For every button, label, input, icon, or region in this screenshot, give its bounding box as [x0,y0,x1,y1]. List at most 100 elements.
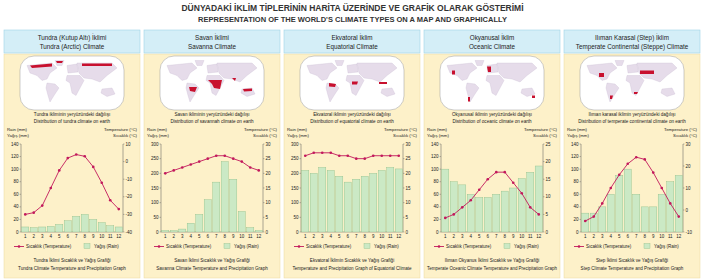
temperature-line [25,155,119,215]
y-tick [20,181,22,182]
infographic: DÜNYADAKİ İKLİM TİPLERİNİN HARİTA ÜZERİN… [0,0,705,280]
marker [41,204,44,207]
y2-tick [123,214,125,215]
map-caption: Ekvatoral iklimin yeryüzündeki dağılışı [313,112,391,117]
continent [637,63,677,82]
marker [643,158,646,161]
map-caption: Tundra ikliminin yeryüzündeki dağılışı [34,112,110,117]
bar [650,207,657,232]
bar [442,169,449,232]
legend-swatch [14,246,24,247]
y-tick-label: 40 [573,204,579,209]
y2-tick [263,173,265,174]
axis-label: Rain (mm) [427,127,448,132]
continent [27,63,57,81]
y2-tick [263,158,265,159]
chart-subtitle: Savanna Climate Temperature and Precipit… [156,266,268,271]
climate-region [329,83,336,87]
y-tick [20,156,22,157]
title: DÜNYADAKİ İKLİM TİPLERİNİN HARİTA ÜZERİN… [181,3,523,13]
chart-title: Tundra İklimi Sıcaklık ve Yağış Grafiği [33,257,110,263]
x-tick-label: 7 [75,234,78,239]
x-tick-label: 6 [206,234,209,239]
panel-header [424,30,560,53]
bar [459,185,466,232]
continent [186,83,199,102]
y2-tick-label: 20 [546,159,552,164]
continent [466,83,479,102]
y2-tick-label: 30 [266,142,272,147]
map-caption: Distribution of savannah climate on eart… [170,119,254,124]
plot-area [302,152,403,233]
marker [652,171,655,174]
continent [326,83,339,102]
x-tick-label: 12 [396,234,402,239]
y-tick-label: 140 [571,142,579,147]
y-tick [440,219,442,220]
bar [336,176,343,232]
bar [90,219,97,232]
map-frame [300,56,404,110]
marker [346,154,349,157]
y-tick [440,156,442,157]
continent [46,83,59,102]
y-tick-label: 50 [153,215,159,220]
y-tick-label: 0 [296,230,299,235]
x-tick-label: 8 [643,234,646,239]
y2-tick-label: 10 [406,200,412,205]
y-tick-label: 0 [16,230,19,235]
x-tick-label: 5 [58,234,61,239]
bar [302,170,309,232]
climate-region [379,82,387,84]
marker [32,211,35,214]
bar [238,211,245,232]
marker [189,163,192,166]
continent [167,63,197,81]
y2-tick [403,217,405,218]
bar [395,169,402,232]
legend-swatch [574,246,584,247]
bar [518,179,525,232]
map-caption: Distribution of equatorial climate on ea… [310,119,394,124]
climate-region [634,92,638,94]
y-tick [160,173,162,174]
climate-region [599,73,604,77]
legend-swatch [154,246,164,247]
axis-label: Sıcaklık (°C) [673,133,697,138]
axis-label: Sıcaklık (°C) [393,133,417,138]
marker [117,208,120,211]
bar [187,223,194,232]
marker [198,160,201,163]
continent [447,63,477,81]
x-tick-label: 10 [659,234,665,239]
map-caption: Okyanusal iklimin yeryüzündeki dağılışı [452,112,532,117]
y-tick [300,158,302,159]
x-tick-label: 4 [469,234,472,239]
legend-swatch [18,245,21,248]
marker [24,213,27,216]
y-tick [20,194,22,195]
marker [257,169,260,172]
y2-tick [683,232,685,233]
x-tick-label: 10 [519,234,525,239]
x-tick-label: 12 [256,234,262,239]
y-tick-label: 40 [13,204,19,209]
x-tick-label: 6 [626,234,629,239]
y-tick [20,206,22,207]
marker [232,157,235,160]
marker [469,199,472,202]
y-tick [300,217,302,218]
x-tick-label: 8 [363,234,366,239]
marker [249,166,252,169]
x-tick-label: 10 [99,234,105,239]
marker [380,154,383,157]
chart-subtitle: Temperature and Precipitation Graph of E… [292,266,412,271]
panel-body [284,54,420,278]
x-tick-label: 8 [223,234,226,239]
climate-region [243,89,252,92]
y-tick [20,232,22,233]
marker [660,187,663,190]
x-tick-label: 2 [592,234,595,239]
marker [537,213,540,216]
climate-region [468,97,470,102]
